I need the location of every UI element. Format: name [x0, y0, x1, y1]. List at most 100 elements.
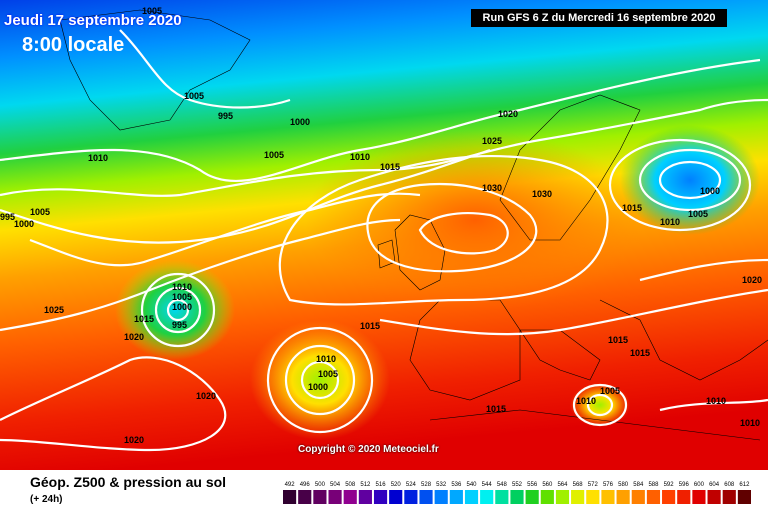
scale-label: 560 — [542, 482, 553, 488]
isobar-label: 1005 — [30, 207, 50, 217]
isobar-label: 1025 — [44, 305, 64, 315]
isobar-label: 1000 — [308, 382, 328, 392]
isobar-label: 1005 — [184, 91, 204, 101]
isobar-label: 1010 — [316, 354, 336, 364]
scale-label: 576 — [603, 482, 614, 488]
scale-swatch — [677, 490, 691, 504]
scale-label: 492 — [285, 482, 296, 488]
scale-label: 528 — [421, 482, 432, 488]
isobar-label: 1015 — [630, 348, 650, 358]
forecast-range: (+ 24h) — [30, 494, 63, 505]
scale-swatch — [540, 490, 554, 504]
scale-swatch — [480, 490, 494, 504]
scale-swatch — [737, 490, 751, 504]
scale-swatch — [464, 490, 479, 504]
isobar-label: 1015 — [360, 321, 380, 331]
scale-swatch — [434, 490, 448, 504]
isobar-label: 1015 — [134, 314, 154, 324]
scale-swatch — [692, 490, 706, 504]
scale-swatch — [283, 490, 297, 504]
scale-label: 500 — [315, 482, 326, 488]
scale-label: 608 — [724, 482, 735, 488]
scale-swatch — [419, 490, 433, 504]
isobar-label: 1005 — [688, 209, 708, 219]
run-info: Run GFS 6 Z du Mercredi 16 septembre 202… — [471, 9, 727, 27]
scale-label: 524 — [406, 482, 417, 488]
scale-label: 504 — [330, 482, 341, 488]
scale-label: 588 — [648, 482, 659, 488]
forecast-date: Jeudi 17 septembre 2020 — [4, 12, 182, 29]
scale-label: 548 — [497, 482, 508, 488]
scale-label: 592 — [664, 482, 675, 488]
color-scale: 492 496 500 504 508 512 516 520 524 528 532 536 540 5… — [283, 482, 751, 504]
isobar-label: 1020 — [124, 332, 144, 342]
isobar-label: 1010 — [706, 396, 726, 406]
isobar-label: 1005 — [600, 386, 620, 396]
scale-label: 520 — [391, 482, 402, 488]
scale-label: 564 — [557, 482, 568, 488]
isobar-label: 995 — [0, 212, 15, 222]
isobar-label: 1000 — [290, 117, 310, 127]
scale-swatch — [358, 490, 372, 504]
scale-swatch — [586, 490, 600, 504]
isobar-label: 1030 — [532, 189, 552, 199]
isobar-label: 1025 — [482, 136, 502, 146]
isobar-label: 1005 — [142, 6, 162, 16]
isobar-label: 995 — [172, 320, 187, 330]
isobar-label: 995 — [218, 111, 233, 121]
scale-swatch — [707, 490, 721, 504]
isobar-label: 1015 — [622, 203, 642, 213]
scale-label: 508 — [345, 482, 356, 488]
isobar-label: 1020 — [124, 435, 144, 445]
isobar-label: 1010 — [740, 418, 760, 428]
scale-swatch — [525, 490, 539, 504]
isobar-labels: 1005 1005 995 1000 1005 1010 1010 1015 1… — [0, 6, 762, 445]
low-mediterranean — [570, 383, 630, 427]
isobar-label: 1020 — [742, 275, 762, 285]
scale-label: 532 — [436, 482, 447, 488]
isobar-label: 1000 — [700, 186, 720, 196]
isobar-label: 1010 — [350, 152, 370, 162]
scale-label: 604 — [709, 482, 720, 488]
scale-label: 552 — [512, 482, 523, 488]
isobar-label: 1020 — [196, 391, 216, 401]
isobar-label: 1015 — [486, 404, 506, 414]
scale-label: 584 — [633, 482, 644, 488]
scale-swatch — [404, 490, 418, 504]
scale-swatch — [510, 490, 524, 504]
isobar-label: 1005 — [318, 369, 338, 379]
scale-label: 512 — [360, 482, 371, 488]
scale-label: 568 — [573, 482, 584, 488]
scale-swatch — [449, 490, 463, 504]
scale-label: 572 — [588, 482, 599, 488]
scale-swatch — [313, 490, 327, 504]
copyright-notice: Copyright © 2020 Meteociel.fr — [298, 444, 439, 455]
scale-swatch — [616, 490, 630, 504]
scale-label: 612 — [739, 482, 750, 488]
scale-swatch — [298, 490, 312, 504]
scale-swatch — [495, 490, 509, 504]
forecast-time: 8:00 locale — [22, 34, 125, 56]
scale-label: 596 — [679, 482, 690, 488]
scale-swatch — [555, 490, 570, 504]
scale-label: 600 — [694, 482, 705, 488]
isobar-label: 1010 — [88, 153, 108, 163]
scale-swatch — [571, 490, 585, 504]
scale-label: 580 — [618, 482, 629, 488]
isobar-label: 1000 — [172, 302, 192, 312]
isobars — [0, 29, 768, 452]
isobar-label: 1005 — [264, 150, 284, 160]
scale-label: 496 — [300, 482, 311, 488]
isobar-label: 1010 — [660, 217, 680, 227]
scale-swatch — [601, 490, 615, 504]
low-scandinavia — [620, 125, 760, 235]
isobar-label: 1015 — [380, 162, 400, 172]
isobar-label: 1030 — [482, 183, 502, 193]
scale-swatch — [631, 490, 645, 504]
isobar-label: 1010 — [576, 396, 596, 406]
scale-swatch — [343, 490, 357, 504]
scale-label: 516 — [376, 482, 387, 488]
isobar-label: 1005 — [172, 292, 192, 302]
isobar-label: 1000 — [14, 219, 34, 229]
